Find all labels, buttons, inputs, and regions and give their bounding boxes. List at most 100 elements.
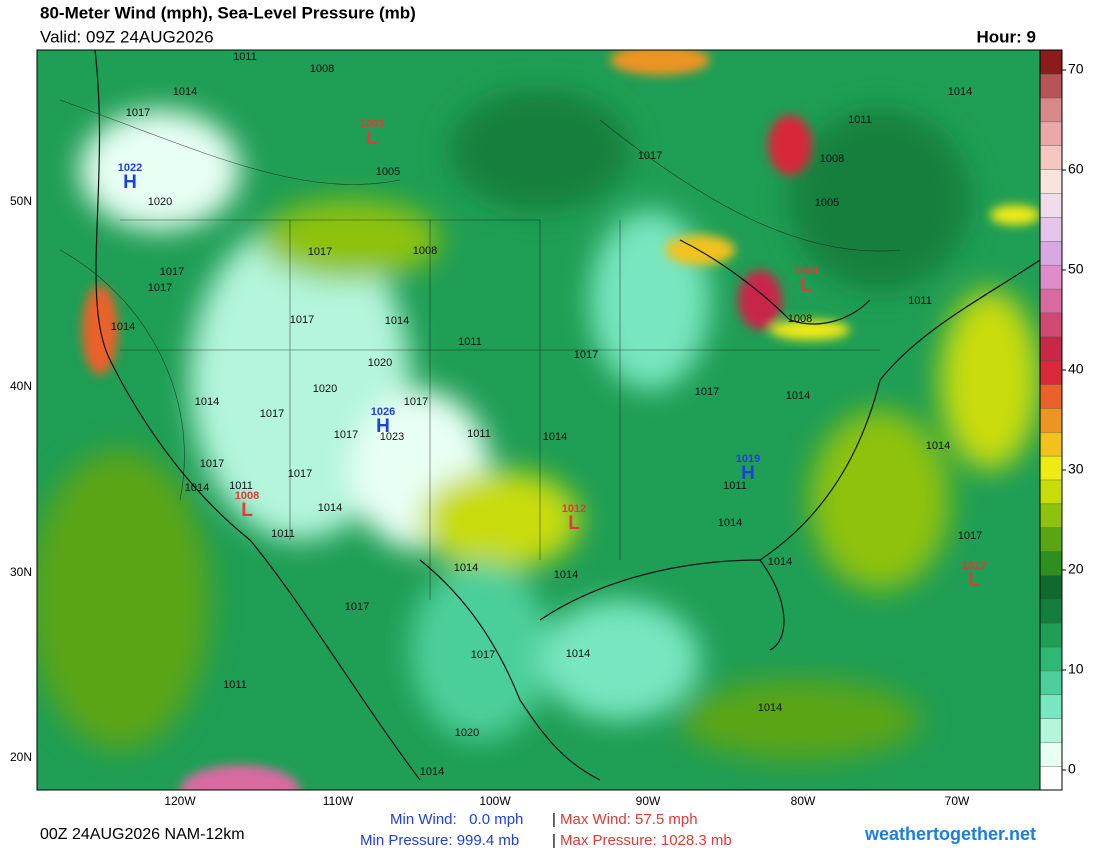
isobar-label: 1017: [334, 429, 358, 441]
colorbar-band: [1039, 336, 1063, 361]
isobar-label: 1014: [195, 396, 219, 408]
valid-time: Valid: 09Z 24AUG2026: [40, 27, 214, 46]
footer-text: |: [552, 832, 556, 849]
pressure-center-letter: L: [366, 128, 378, 149]
colorbar-band: [1039, 574, 1063, 600]
pressure-center-value: 1022: [118, 162, 142, 174]
footer-text: Min Wind: 0.0 mph: [390, 811, 523, 828]
pressure-center-letter: L: [968, 570, 980, 591]
footer-text: Min Pressure: 999.4 mb: [360, 832, 519, 849]
lon-label: 70W: [945, 794, 970, 808]
isobar-label: 1005: [815, 197, 839, 209]
footer-text: weathertogether.net: [864, 824, 1036, 844]
pressure-center-value: 1012: [562, 503, 586, 515]
isobar-label: 1005: [376, 166, 400, 178]
isobar-label: 1008: [820, 153, 844, 165]
colorbar-band: [1039, 169, 1063, 194]
colorbar-tick-label: 20: [1068, 561, 1084, 577]
isobar-label: 1014: [768, 556, 792, 568]
colorbar-band: [1039, 73, 1063, 99]
colorbar-band: [1039, 646, 1063, 672]
isobar-label: 1017: [695, 386, 719, 398]
pressure-center-letter: H: [376, 416, 390, 437]
pressure-center-letter: H: [741, 463, 755, 484]
isobar-label: 1017: [148, 282, 172, 294]
colorbar-band: [1039, 312, 1063, 337]
footer-text: 00Z 24AUG2026 NAM-12km: [40, 826, 245, 843]
isobar-label: 1014: [420, 766, 444, 778]
isobar-label: 1017: [290, 314, 314, 326]
colorbar-band: [1039, 765, 1063, 791]
isobar-label: 1014: [385, 315, 409, 327]
isobar-label: 1017: [200, 458, 224, 470]
isobar-label: 1017: [126, 107, 150, 119]
colorbar-band: [1039, 288, 1063, 314]
colorbar-band: [1039, 97, 1063, 123]
colorbar-tick-label: 70: [1068, 61, 1084, 77]
pressure-center-letter: L: [800, 275, 812, 296]
forecast-hour: Hour: 9: [977, 27, 1037, 46]
isobar-label: 1014: [318, 502, 342, 514]
colorbar-band: [1039, 527, 1063, 552]
lon-label: 120W: [164, 794, 196, 808]
title: 80-Meter Wind (mph), Sea-Level Pressure …: [40, 3, 416, 22]
pressure-center-value: 1026: [371, 406, 395, 418]
colorbar-band: [1039, 264, 1063, 290]
colorbar-tick-label: 40: [1068, 361, 1084, 377]
colorbar-band: [1039, 718, 1063, 743]
colorbar-tick-label: 10: [1068, 661, 1084, 677]
colorbar-frame: [1039, 49, 1063, 791]
isobar-label: 1017: [160, 266, 184, 278]
pressure-center-letter: L: [241, 500, 253, 521]
colorbar-band: [1039, 145, 1063, 170]
pressure-center-value: 1008: [235, 490, 259, 502]
colorbar-tick-label: 0: [1068, 761, 1076, 777]
isobar-label: 1017: [288, 468, 312, 480]
isobar-label: 1014: [786, 390, 810, 402]
colorbar-band: [1039, 694, 1063, 719]
isobar-label: 1023: [380, 431, 404, 443]
footer-text: Max Pressure: 1028.3 mb: [560, 832, 732, 849]
isobar-label: 1014: [543, 431, 567, 443]
isobar-label: 1017: [958, 530, 982, 542]
isobar-label: 1014: [173, 86, 197, 98]
lat-label: 50N: [10, 194, 32, 208]
colorbar-band: [1039, 121, 1063, 146]
pressure-center-value: 1003: [360, 118, 384, 130]
isobar-label: 1017: [345, 601, 369, 613]
colorbar-band: [1039, 622, 1063, 648]
wind-field: [37, 50, 1040, 790]
isobar-label: 1017: [471, 649, 495, 661]
colorbar-band: [1039, 479, 1063, 505]
colorbar-tick-label: 50: [1068, 261, 1084, 277]
isobar-label: 1014: [926, 440, 950, 452]
colorbar-band: [1039, 240, 1063, 266]
lon-label: 90W: [636, 794, 661, 808]
isobar-label: 1017: [404, 396, 428, 408]
isobar-label: 1011: [723, 480, 747, 492]
colorbar-band: [1039, 193, 1063, 218]
isobar-label: 1017: [260, 408, 284, 420]
isobar-label: 1014: [185, 482, 209, 494]
isobar-label: 1011: [848, 114, 872, 126]
isobar-label: 1020: [455, 727, 479, 739]
isobar-label: 1020: [313, 383, 337, 395]
colorbar-band: [1039, 360, 1063, 385]
lat-label: 30N: [10, 565, 32, 579]
isobar-label: 1011: [467, 428, 491, 440]
pressure-center-value: 1019: [736, 453, 760, 465]
colorbar-band: [1039, 742, 1063, 767]
colorbar-tick-label: 60: [1068, 161, 1084, 177]
isobar-label: 1008: [788, 313, 812, 325]
colorbar-band: [1039, 216, 1063, 242]
isobar-label: 1011: [908, 295, 932, 307]
isobar-label: 1017: [574, 349, 598, 361]
pressure-center-value: 1017: [962, 560, 986, 572]
footer-text: |: [552, 811, 556, 828]
isobar-label: 1014: [554, 569, 578, 581]
isobar-label: 1020: [148, 196, 172, 208]
lon-label: 110W: [323, 794, 354, 808]
lon-label: 100W: [479, 794, 511, 808]
